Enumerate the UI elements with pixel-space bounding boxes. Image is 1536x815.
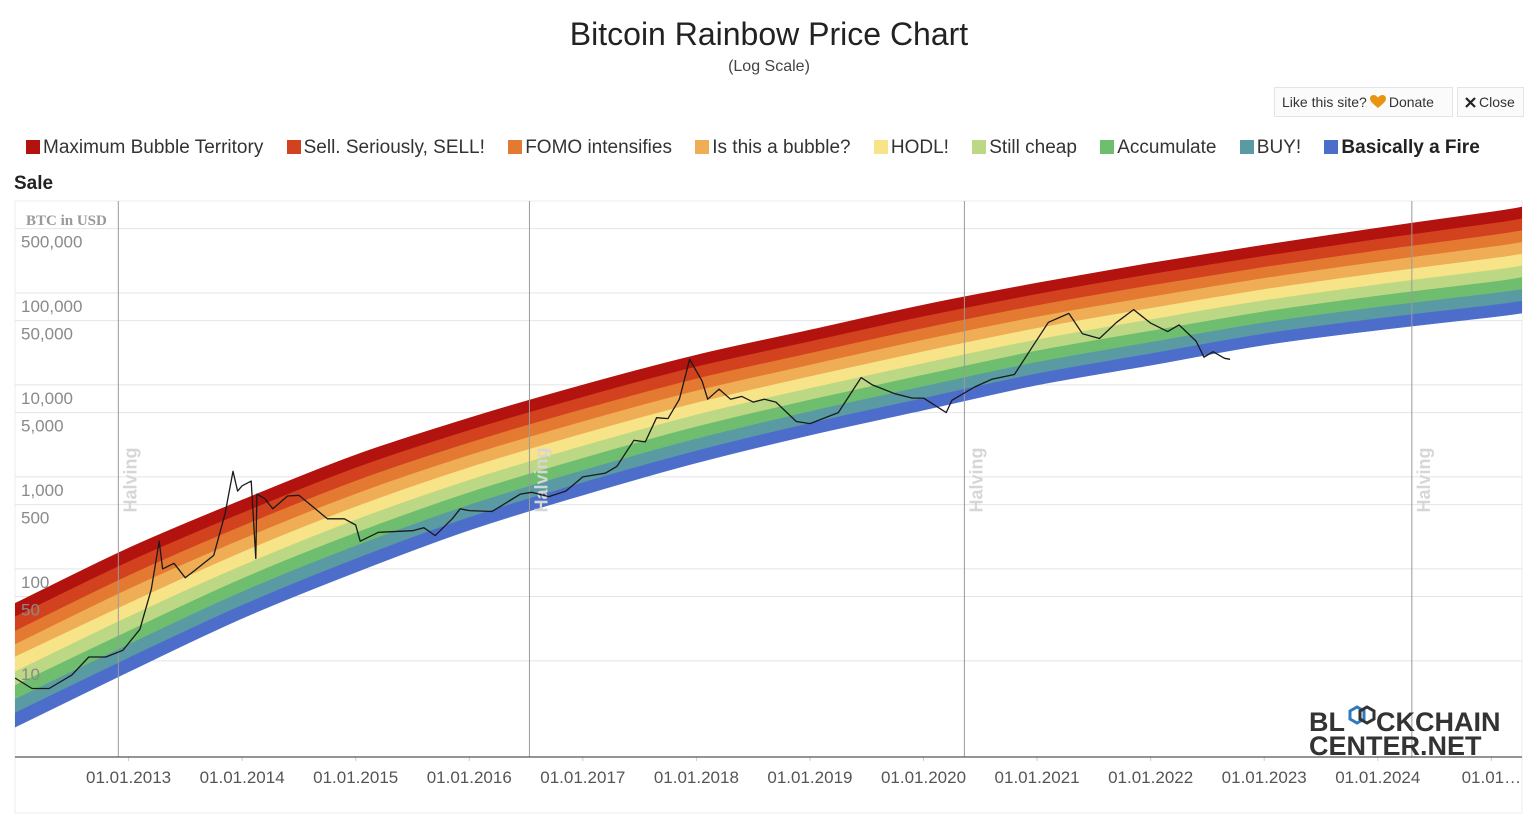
legend-swatch [1324,140,1339,154]
legend-swatch [1239,140,1254,154]
y-tick-label: 1,000 [21,481,64,500]
x-tick-label: 01.01.2014 [200,768,285,787]
x-tick-label: 01.01.2023 [1222,768,1307,787]
y-tick-label: 5,000 [21,417,64,436]
legend-label: HODL! [890,137,949,158]
logo-text: CKCHAIN [1376,707,1501,737]
close-button[interactable]: Close [1457,87,1524,117]
x-tick-label: 01.01.2024 [1335,768,1420,787]
y-tick-label: 10,000 [21,389,73,408]
legend: Maximum Bubble Territory Sell. Seriously… [14,130,1514,202]
legend-swatch [873,140,888,154]
donate-text: Donate [1388,94,1434,110]
axis-labels: 500,000100,00050,00010,0005,0001,0005001… [21,233,1521,787]
x-tick-label: 01.01.2016 [427,768,512,787]
logo-text: BL [1309,707,1345,737]
close-icon [1465,96,1476,108]
x-tick-label: 01.01.2022 [1108,768,1193,787]
chart-subtitle: (Log Scale) [728,58,810,75]
legend-swatch [26,140,40,154]
halving-label: Halving [531,447,551,512]
rainbow-bands [15,206,1522,728]
legend-item[interactable]: Maximum Bubble Territory [26,137,263,158]
legend-label: Still cheap [989,137,1077,158]
legend-item[interactable]: Sell. Seriously, SELL! [286,137,485,158]
y-tick-label: 10 [21,665,40,684]
legend-item[interactable]: Basically a Fire Sale [14,137,1480,194]
legend-swatch [972,140,987,154]
y-tick-label: 50 [21,601,40,620]
legend-item[interactable]: HODL! [873,137,949,158]
legend-item[interactable]: Accumulate [1100,137,1216,158]
legend-swatch [695,140,710,154]
legend-label: Is this a bubble? [712,137,851,158]
legend-label: BUY! [1256,137,1302,158]
y-axis-label: BTC in USD [26,213,107,229]
like-text: Like this site? [1282,94,1367,110]
y-tick-label: 100,000 [21,297,82,316]
legend-label: Basically a Fire Sale [14,137,1480,194]
legend-label: Maximum Bubble Territory [43,137,264,158]
y-tick-label: 100 [21,573,49,592]
halvings: Halving Halving Halving Halving [117,201,1434,757]
legend-label: Accumulate [1117,137,1217,158]
price-line [15,308,1231,690]
heart-icon [1369,95,1386,108]
halving-label: Halving [1414,447,1434,512]
legend-swatch [1100,140,1115,154]
x-tick-label: 01.01… [1462,768,1522,787]
y-tick-label: 500 [21,509,49,528]
y-tick-label: 50,000 [21,325,73,344]
legend-item[interactable]: Still cheap [972,137,1077,158]
logo-text: CENTER.NET [1309,731,1482,761]
legend-item[interactable]: FOMO intensifies [508,137,672,158]
legend-swatch [508,140,523,154]
legend-label: FOMO intensifies [525,137,672,158]
x-tick-label: 01.01.2020 [881,768,966,787]
close-text: Close [1479,94,1515,110]
y-tick-label: 500,000 [21,233,82,252]
chart-title: Bitcoin Rainbow Price Chart [569,16,969,52]
halving-label: Halving [120,447,140,512]
x-tick-label: 01.01.2017 [540,768,625,787]
rainbow-band [15,300,1522,728]
legend-label: Sell. Seriously, SELL! [303,137,485,158]
x-tick-label: 01.01.2018 [654,768,739,787]
price-group [15,308,1231,690]
logo: BL CKCHAIN CENTER.NET [1309,705,1501,761]
halving-label: Halving [966,447,986,512]
legend-swatch [286,140,301,154]
legend-item[interactable]: Is this a bubble? [695,137,851,158]
x-tick-label: 01.01.2019 [767,768,852,787]
logo-icon [1348,705,1376,725]
legend-item[interactable]: BUY! [1239,137,1302,158]
plot-frame [14,200,1523,814]
x-tick-label: 01.01.2013 [86,768,171,787]
donate-button[interactable]: Like this site? Donate [1274,87,1453,117]
x-tick-label: 01.01.2021 [995,768,1080,787]
x-tick-label: 01.01.2015 [313,768,398,787]
